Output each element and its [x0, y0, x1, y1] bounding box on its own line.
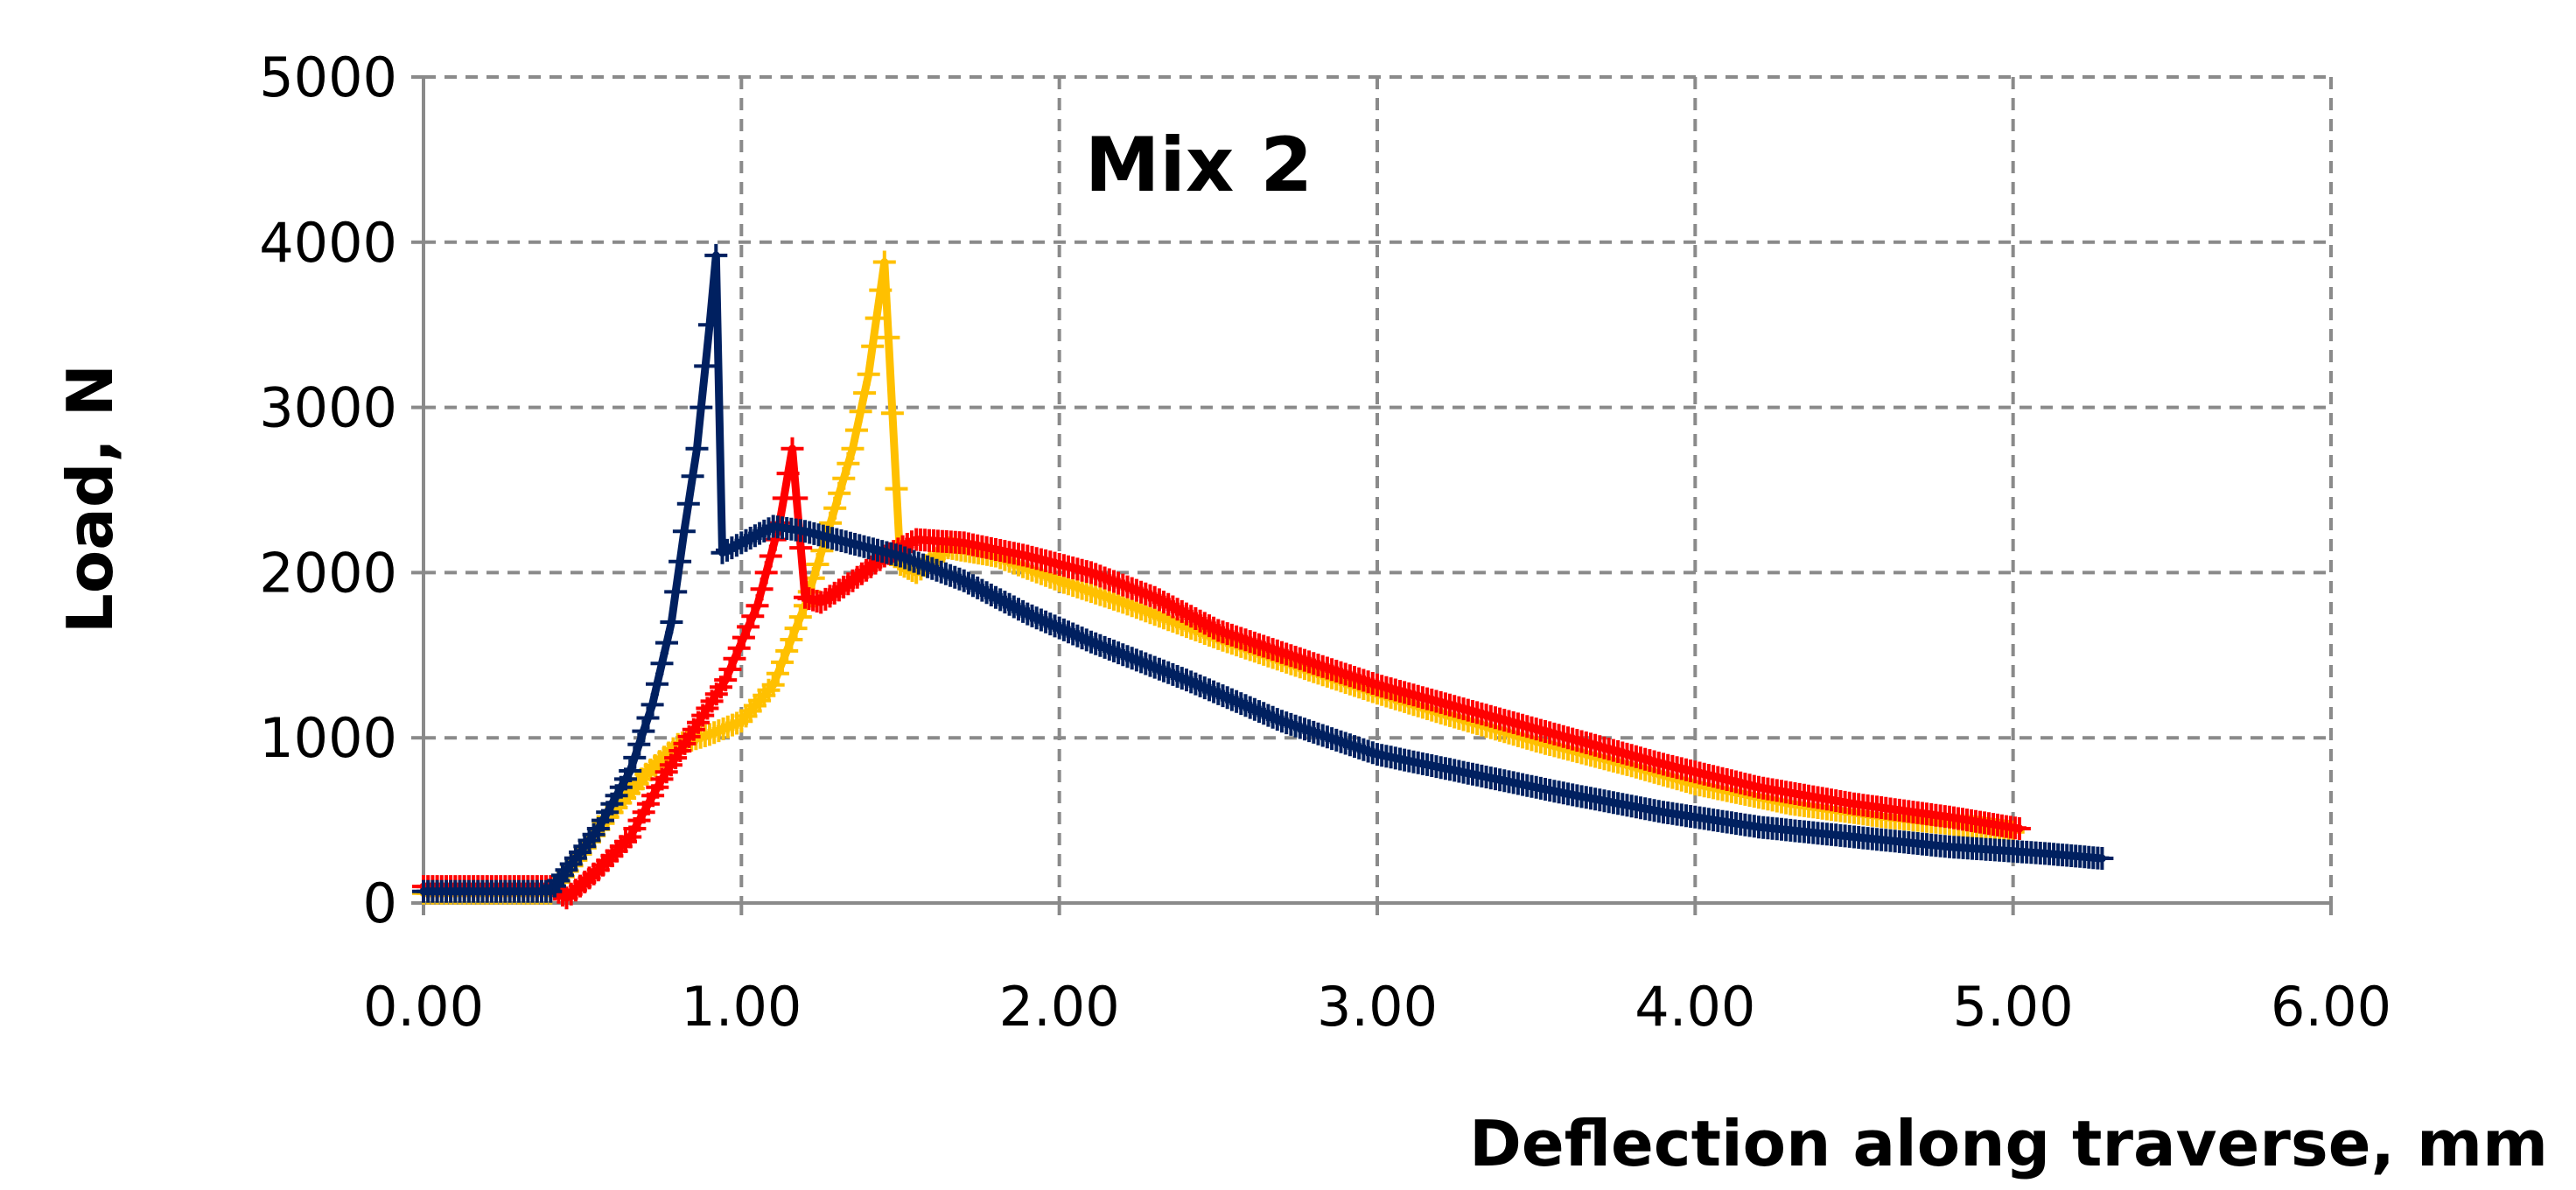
data-point-marker — [872, 250, 896, 274]
data-point-marker — [690, 396, 713, 419]
data-point-marker — [723, 647, 746, 670]
data-point-marker — [806, 553, 830, 576]
y-tick-label: 1000 — [259, 706, 397, 770]
data-point-marker — [2007, 817, 2031, 840]
label-layer: 0 1000 2000 3000 4000 5000 0.00 1.00 2.00 3.00 4.0… — [259, 46, 2391, 1039]
data-point-marker — [853, 382, 877, 405]
data-point-marker — [720, 536, 744, 560]
data-point-marker — [704, 243, 728, 267]
data-point-marker — [845, 418, 868, 442]
data-point-marker — [640, 693, 664, 717]
data-point-marker — [727, 636, 751, 660]
data-point-marker — [869, 278, 892, 302]
data-point-marker — [614, 830, 637, 853]
data-point-marker — [836, 452, 860, 475]
data-point-marker — [660, 611, 683, 634]
data-point-marker — [832, 466, 856, 490]
series-2 — [412, 437, 2031, 910]
y-tick-label: 0 — [363, 872, 397, 935]
x-tick-label: 2.00 — [999, 975, 1120, 1039]
data-point-marker — [627, 732, 651, 756]
data-point-marker — [694, 354, 718, 378]
data-point-marker — [668, 550, 692, 573]
data-point-marker — [737, 615, 760, 639]
x-tick-label: 1.00 — [681, 975, 802, 1039]
data-point-marker — [788, 606, 812, 629]
x-tick-label: 0.00 — [363, 975, 484, 1039]
data-point-marker — [757, 678, 780, 702]
data-point-marker — [885, 477, 908, 500]
data-point-marker — [746, 594, 769, 618]
data-point-marker — [718, 658, 742, 681]
y-axis-title: Load, N — [53, 364, 127, 634]
data-point-marker — [754, 561, 778, 584]
series-3 — [412, 243, 2114, 903]
data-point-marker — [619, 760, 642, 782]
chart-title: Mix 2 — [1085, 122, 1312, 209]
data-point-marker — [785, 486, 808, 510]
y-tick-label: 4000 — [259, 211, 397, 275]
data-point-marker — [771, 650, 794, 674]
x-axis-title: Deflection along traverse, mm — [1469, 1107, 2548, 1180]
data-point-marker — [750, 578, 774, 601]
data-point-marker — [2090, 847, 2114, 870]
data-point-marker — [828, 481, 851, 505]
data-point-marker — [880, 402, 904, 425]
y-tick-label: 2000 — [259, 541, 397, 605]
data-point-marker — [623, 746, 647, 769]
data-point-marker — [761, 673, 785, 696]
data-point-marker — [849, 400, 872, 424]
x-tick-label: 6.00 — [2271, 975, 2391, 1039]
data-point-marker — [698, 313, 721, 337]
x-tick-label: 3.00 — [1317, 975, 1438, 1039]
data-point-marker — [672, 520, 696, 543]
data-point-marker — [714, 668, 738, 692]
x-tick-label: 5.00 — [1953, 975, 2074, 1039]
x-tick-label: 4.00 — [1634, 975, 1755, 1039]
data-point-marker — [685, 437, 709, 460]
data-point-marker — [632, 719, 655, 743]
data-point-marker — [784, 617, 808, 640]
data-point-marker — [646, 672, 668, 696]
data-point-marker — [759, 544, 782, 568]
data-point-marker — [776, 462, 800, 486]
data-point-marker — [877, 326, 900, 349]
data-point-marker — [710, 541, 734, 564]
data-point-marker — [766, 662, 789, 685]
data-point-marker — [716, 538, 738, 562]
data-point-marker — [823, 496, 847, 520]
data-point-marker — [636, 706, 660, 730]
data-point-marker — [780, 437, 804, 460]
data-point-marker — [841, 437, 864, 460]
data-point-marker — [861, 334, 885, 358]
data-point-marker — [681, 465, 704, 488]
data-point-marker — [780, 628, 803, 651]
series-layer — [412, 243, 2114, 910]
grid-layer — [424, 75, 2333, 903]
data-point-marker — [857, 362, 880, 386]
data-point-marker — [864, 306, 888, 330]
data-point-marker — [741, 605, 765, 628]
y-tick-label: 3000 — [259, 376, 397, 440]
data-point-marker — [732, 626, 755, 649]
data-point-marker — [655, 631, 678, 654]
data-point-marker — [664, 580, 688, 604]
data-point-marker — [775, 639, 799, 662]
data-point-marker — [676, 492, 700, 515]
y-tick-label: 5000 — [259, 46, 397, 109]
axis-layer — [411, 75, 2333, 915]
data-point-marker — [650, 652, 674, 676]
